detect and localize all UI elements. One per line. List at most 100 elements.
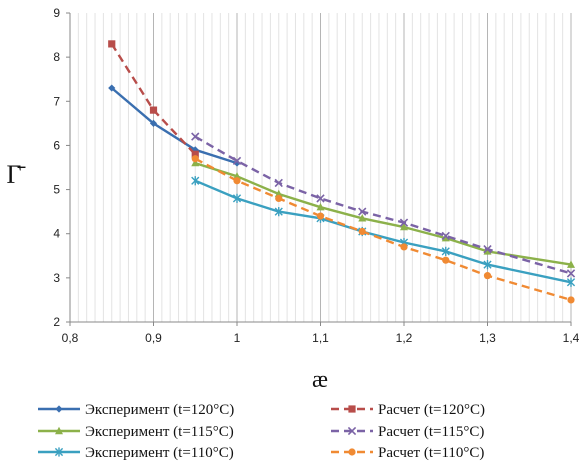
y-axis-label: Γ̄ [6,160,25,189]
series-3 [191,176,576,287]
data-point [316,203,325,211]
series-2 [191,158,575,268]
series-line [194,135,572,275]
data-point [566,277,576,287]
data-point [274,207,283,217]
legend-swatch-marker [54,447,64,457]
data-point [233,159,241,167]
y-tick-labels: 2 3 4 5 6 7 8 9 [53,6,60,329]
legend-item-6: Расчет (t=110°C) [331,445,484,461]
data-point [400,243,408,251]
data-point [233,172,241,180]
data-point [149,119,158,127]
legend-item-4: Расчет (t=120°C) [331,402,485,418]
data-point [567,260,575,268]
x-marker-stroke [347,426,357,436]
data-point [232,156,242,166]
axes [66,12,572,326]
x-marker-stroke [316,194,325,203]
x-marker-stroke [274,178,283,188]
data-point [483,244,492,254]
data-point [566,269,576,278]
data-point [275,194,283,202]
legend: Эксперимент (t=120°C) Эксперимент (t=115°… [38,402,485,461]
legend-label: Эксперимент (t=110°C) [85,445,234,461]
legend-item-5: Расчет (t=115°C) [331,424,484,440]
legend-label: Расчет (t=115°C) [378,424,484,440]
series-4 [108,40,199,158]
y-tick-label: 4 [53,227,60,241]
x-marker-stroke [358,207,367,216]
x-tick-label: 1,1 [312,331,329,345]
series-line [194,179,572,284]
data-point [191,155,199,163]
data-point [358,214,367,222]
data-point [441,233,450,242]
y-tick-label: 6 [53,138,60,152]
x-marker-stroke [483,244,492,254]
legend-item-1: Эксперимент (t=120°C) [38,402,234,418]
x-marker-stroke [399,218,409,227]
legend-swatch-marker [347,426,357,436]
x-tick-label: 0,9 [145,331,162,345]
data-point [441,246,450,256]
x-tick-label: 1,2 [396,331,413,345]
x-tick-label: 1,4 [563,331,580,345]
series-line [194,157,572,302]
series-group [108,40,576,304]
x-tick-label: 1 [234,331,241,345]
x-marker-stroke [441,231,450,241]
data-point [483,272,492,280]
series-line [110,87,238,165]
x-tick-labels: 0,8 0,9 1 1,1 1,2 1,3 1,4 [62,331,580,345]
series-5 [191,132,576,278]
legend-item-2: Эксперимент (t=115°C) [38,424,234,440]
data-point [567,296,575,304]
x-marker-stroke [566,269,576,278]
data-point [358,207,367,216]
legend-label: Эксперимент (t=115°C) [85,424,234,440]
data-point [316,194,325,203]
data-point [483,247,492,255]
y-tick-label: 2 [53,315,60,329]
legend-label: Расчет (t=120°C) [378,402,485,418]
x-tick-label: 1,3 [479,331,496,345]
data-point [358,227,366,236]
data-point [274,178,283,188]
legend-swatch-marker [348,405,356,413]
y-tick-label: 8 [53,50,60,64]
data-point [191,132,200,141]
data-point [441,231,450,241]
data-point [191,158,200,167]
data-point [108,40,116,48]
series-line [194,161,572,266]
legend-swatch-marker [55,405,63,413]
x-tick-label: 0,8 [62,331,79,345]
data-point [191,176,200,186]
x-marker-stroke [191,132,200,141]
grid-lines [69,13,572,322]
y-tick-label: 7 [53,94,60,108]
data-point [149,106,158,114]
data-point [232,193,242,203]
data-point [316,212,325,220]
data-point [233,177,241,185]
data-point [483,260,492,270]
x-axis-label: æ [312,367,328,393]
legend-label: Эксперимент (t=120°C) [85,402,234,418]
data-point [399,218,409,227]
y-tick-label: 5 [53,183,60,197]
data-point [400,222,408,231]
legend-swatch-marker [348,448,356,456]
legend-label: Расчет (t=110°C) [378,445,484,461]
x-marker-stroke [232,156,242,166]
data-point [442,256,450,264]
y-tick-label: 3 [53,271,60,285]
data-point [108,84,116,92]
series-6 [191,155,575,304]
y-tick-label: 9 [53,6,60,20]
data-point [274,189,283,198]
data-point [191,150,199,158]
legend-swatch-marker [55,426,63,435]
